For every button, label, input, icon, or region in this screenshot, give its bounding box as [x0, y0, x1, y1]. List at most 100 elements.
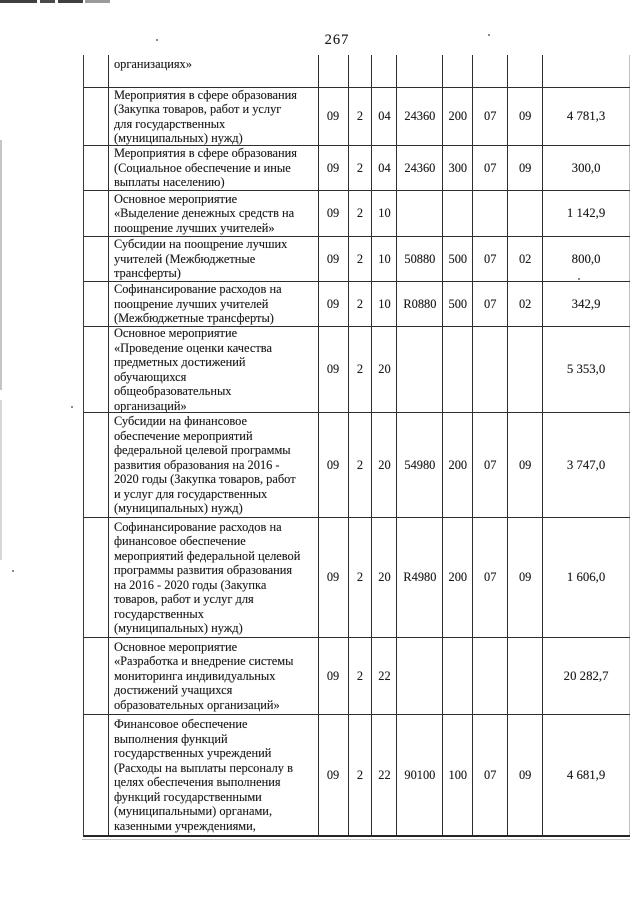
table-row: организациях» — [84, 55, 630, 88]
code-cell-chapter: 07 — [473, 413, 509, 517]
code-cell-item: 09 — [508, 146, 544, 190]
code-cell-section: 09 — [319, 327, 349, 412]
code-cell-type: 200 — [443, 413, 474, 517]
table-row: Основное мероприятие «Проведение оценки … — [84, 327, 630, 413]
scan-speck — [488, 34, 490, 36]
amount-cell: 4 781,3 — [543, 88, 630, 145]
code-cell-item: 02 — [508, 282, 544, 326]
row-empty-cell — [84, 237, 109, 281]
code-cell-target: 50880 — [397, 237, 444, 281]
code-cell-section: 09 — [319, 191, 349, 236]
code-cell-chapter — [473, 638, 509, 714]
code-cell-type — [443, 55, 474, 87]
scan-artifact-top — [0, 0, 37, 3]
scan-artifact-left — [0, 140, 2, 390]
code-cell-chapter: 07 — [473, 237, 509, 281]
code-cell-item — [508, 327, 544, 412]
code-cell-type: 300 — [443, 146, 474, 190]
code-cell-type — [443, 327, 474, 412]
table-row: Софинансирование расходов на поощрение л… — [84, 282, 630, 327]
budget-table: организациях» Мероприятия в сфере образо… — [82, 55, 630, 840]
table-row: Финансовое обеспечение выполнения функци… — [84, 715, 630, 835]
row-name-cell: Мероприятия в сфере образования (Закупка… — [109, 88, 319, 145]
code-cell-section — [319, 55, 349, 87]
code-cell-section: 09 — [319, 518, 349, 637]
code-cell-type: 500 — [443, 237, 474, 281]
scan-speck — [71, 406, 73, 408]
code-cell-program: 10 — [372, 282, 398, 326]
scan-artifact-top — [85, 0, 110, 3]
code-cell-chapter: 07 — [473, 88, 509, 145]
code-cell-section: 09 — [319, 282, 349, 326]
code-cell-chapter: 07 — [473, 282, 509, 326]
scan-speck — [12, 570, 14, 572]
code-cell-subsection: 2 — [349, 88, 373, 145]
table-row: Мероприятия в сфере образования (Социаль… — [84, 146, 630, 191]
row-empty-cell — [84, 282, 109, 326]
code-cell-target — [397, 327, 444, 412]
code-cell-chapter — [473, 55, 509, 87]
table-row: Субсидии на поощрение лучших учителей (М… — [84, 237, 630, 282]
code-cell-subsection: 2 — [349, 518, 373, 637]
code-cell-item — [508, 55, 544, 87]
code-cell-target: 54980 — [397, 413, 444, 517]
code-cell-subsection: 2 — [349, 715, 373, 835]
code-cell-chapter — [473, 191, 509, 236]
table-row: Основное мероприятие «Разработка и внедр… — [84, 638, 630, 715]
code-cell-chapter: 07 — [473, 715, 509, 835]
row-empty-cell — [84, 638, 109, 714]
code-cell-subsection: 2 — [349, 638, 373, 714]
code-cell-program: 20 — [372, 327, 398, 412]
scan-speck — [578, 278, 580, 280]
code-cell-item: 09 — [508, 88, 544, 145]
amount-cell: 1 142,9 — [543, 191, 630, 236]
code-cell-target: R4980 — [397, 518, 444, 637]
row-name-cell: Основное мероприятие «Выделение денежных… — [109, 191, 319, 236]
code-cell-section: 09 — [319, 413, 349, 517]
row-empty-cell — [84, 715, 109, 835]
code-cell-item — [508, 638, 544, 714]
scan-speck — [156, 39, 158, 41]
code-cell-program — [372, 55, 398, 87]
row-empty-cell — [84, 146, 109, 190]
code-cell-item: 09 — [508, 518, 544, 637]
code-cell-type: 500 — [443, 282, 474, 326]
code-cell-program: 10 — [372, 191, 398, 236]
row-name-cell: Софинансирование расходов на финансовое … — [109, 518, 319, 637]
code-cell-program: 20 — [372, 518, 398, 637]
code-cell-type: 200 — [443, 88, 474, 145]
row-name-cell: Софинансирование расходов на поощрение л… — [109, 282, 319, 326]
row-name-cell: Мероприятия в сфере образования (Социаль… — [109, 146, 319, 190]
amount-cell: 342,9 — [543, 282, 630, 326]
code-cell-type: 100 — [443, 715, 474, 835]
code-cell-subsection: 2 — [349, 146, 373, 190]
code-cell-target: R0880 — [397, 282, 444, 326]
code-cell-program: 10 — [372, 237, 398, 281]
code-cell-program: 22 — [372, 715, 398, 835]
code-cell-chapter: 07 — [473, 146, 509, 190]
code-cell-section: 09 — [319, 638, 349, 714]
code-cell-program: 04 — [372, 88, 398, 145]
code-cell-target — [397, 638, 444, 714]
code-cell-section: 09 — [319, 237, 349, 281]
code-cell-section: 09 — [319, 146, 349, 190]
code-cell-section: 09 — [319, 88, 349, 145]
row-empty-cell — [84, 518, 109, 637]
scan-artifact-left — [0, 400, 2, 560]
row-name-cell: организациях» — [109, 55, 319, 87]
code-cell-target — [397, 191, 444, 236]
code-cell-target: 24360 — [397, 88, 444, 145]
amount-cell — [543, 55, 630, 87]
code-cell-chapter — [473, 327, 509, 412]
table-row: Субсидии на финансовое обеспечение мероп… — [84, 413, 630, 518]
code-cell-subsection: 2 — [349, 327, 373, 412]
code-cell-program: 20 — [372, 413, 398, 517]
code-cell-item: 09 — [508, 413, 544, 517]
code-cell-target — [397, 55, 444, 87]
row-name-cell: Финансовое обеспечение выполнения функци… — [109, 715, 319, 835]
scan-artifact-top — [40, 0, 55, 3]
row-name-cell: Субсидии на финансовое обеспечение мероп… — [109, 413, 319, 517]
amount-cell: 300,0 — [543, 146, 630, 190]
code-cell-item — [508, 191, 544, 236]
